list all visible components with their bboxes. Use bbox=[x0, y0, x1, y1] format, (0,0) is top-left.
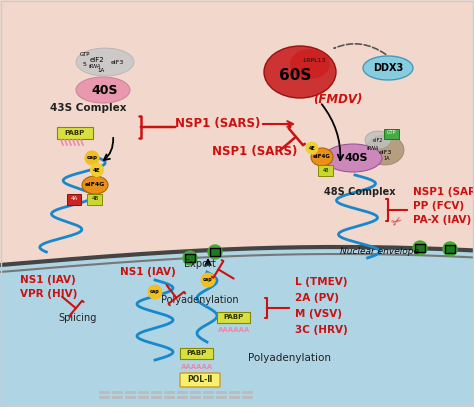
Circle shape bbox=[208, 245, 222, 259]
Text: Splicing: Splicing bbox=[59, 313, 97, 323]
Text: 4B: 4B bbox=[91, 197, 99, 201]
Ellipse shape bbox=[363, 56, 413, 80]
FancyBboxPatch shape bbox=[319, 164, 334, 175]
Text: cap: cap bbox=[86, 155, 98, 160]
Ellipse shape bbox=[311, 148, 333, 166]
FancyBboxPatch shape bbox=[445, 245, 455, 253]
FancyBboxPatch shape bbox=[67, 193, 82, 204]
Text: 5: 5 bbox=[83, 61, 87, 66]
Text: VPR (HIV): VPR (HIV) bbox=[20, 289, 77, 299]
Circle shape bbox=[148, 285, 162, 299]
Text: Nuclear envelope: Nuclear envelope bbox=[340, 247, 419, 256]
Circle shape bbox=[91, 164, 103, 177]
Text: GTP: GTP bbox=[387, 131, 397, 136]
Text: NSP1 (SARS): NSP1 (SARS) bbox=[175, 118, 261, 131]
FancyBboxPatch shape bbox=[384, 129, 400, 138]
Ellipse shape bbox=[76, 48, 134, 76]
Text: Polyadenylation: Polyadenylation bbox=[161, 295, 239, 305]
FancyBboxPatch shape bbox=[180, 373, 220, 387]
Text: AAAAAA: AAAAAA bbox=[181, 364, 213, 370]
Ellipse shape bbox=[76, 77, 130, 103]
Polygon shape bbox=[0, 247, 474, 407]
Text: 1A: 1A bbox=[384, 155, 390, 160]
FancyBboxPatch shape bbox=[210, 248, 220, 256]
Text: 40S: 40S bbox=[344, 153, 368, 163]
Circle shape bbox=[85, 151, 99, 165]
Text: POL-Ⅱ: POL-Ⅱ bbox=[187, 376, 213, 385]
Text: 4E: 4E bbox=[309, 145, 315, 151]
Text: (FMDV): (FMDV) bbox=[313, 94, 363, 107]
FancyBboxPatch shape bbox=[57, 127, 93, 139]
Text: L (TMEV): L (TMEV) bbox=[295, 277, 347, 287]
Text: M (VSV): M (VSV) bbox=[295, 309, 342, 319]
Text: eIF3: eIF3 bbox=[378, 149, 392, 155]
Text: eIF3: eIF3 bbox=[110, 59, 124, 64]
Text: NSP1 (SARS): NSP1 (SARS) bbox=[212, 145, 298, 158]
Text: 48S Complex: 48S Complex bbox=[324, 187, 396, 197]
Circle shape bbox=[306, 142, 318, 154]
Ellipse shape bbox=[366, 135, 404, 165]
Text: cap: cap bbox=[150, 289, 160, 295]
FancyBboxPatch shape bbox=[185, 254, 195, 262]
Circle shape bbox=[183, 251, 197, 265]
Text: NS1 (IAV): NS1 (IAV) bbox=[20, 275, 76, 285]
Text: GTP: GTP bbox=[80, 52, 90, 57]
Ellipse shape bbox=[290, 49, 330, 79]
Text: 43S Complex: 43S Complex bbox=[50, 103, 126, 113]
Text: Polyadenylation: Polyadenylation bbox=[248, 353, 331, 363]
Text: 60S: 60S bbox=[279, 68, 311, 83]
Text: PA-X (IAV): PA-X (IAV) bbox=[413, 215, 471, 225]
Circle shape bbox=[443, 242, 457, 256]
Text: DDX3: DDX3 bbox=[373, 63, 403, 73]
Text: PABP: PABP bbox=[187, 350, 207, 356]
Text: eIF4G: eIF4G bbox=[85, 182, 105, 188]
Text: ✂: ✂ bbox=[389, 214, 405, 230]
Text: 3C (HRV): 3C (HRV) bbox=[295, 325, 348, 335]
Text: cap: cap bbox=[203, 278, 213, 282]
Text: NS1 (IAV): NS1 (IAV) bbox=[120, 267, 176, 277]
Text: AAAAAA: AAAAAA bbox=[218, 327, 250, 333]
Text: eIF4G: eIF4G bbox=[313, 155, 331, 160]
FancyArrowPatch shape bbox=[334, 44, 386, 55]
Text: 40S: 40S bbox=[92, 83, 118, 96]
FancyBboxPatch shape bbox=[88, 193, 102, 204]
Ellipse shape bbox=[82, 176, 108, 194]
Text: eIF2: eIF2 bbox=[90, 57, 104, 63]
Text: eIF2: eIF2 bbox=[373, 138, 383, 142]
Text: 4B: 4B bbox=[323, 168, 329, 173]
Text: PABP: PABP bbox=[65, 130, 85, 136]
Circle shape bbox=[201, 273, 215, 287]
Text: Export: Export bbox=[184, 259, 216, 269]
Circle shape bbox=[413, 241, 427, 255]
FancyBboxPatch shape bbox=[218, 311, 250, 322]
Text: ↓RPL13: ↓RPL13 bbox=[302, 57, 326, 63]
Text: PABP: PABP bbox=[224, 314, 244, 320]
FancyBboxPatch shape bbox=[415, 244, 425, 252]
FancyBboxPatch shape bbox=[181, 348, 213, 359]
Text: tRNA: tRNA bbox=[89, 63, 101, 68]
Ellipse shape bbox=[365, 131, 391, 149]
Text: tRNA: tRNA bbox=[367, 145, 379, 151]
Text: 4E: 4E bbox=[93, 168, 101, 173]
Ellipse shape bbox=[324, 144, 382, 172]
Text: PP (FCV): PP (FCV) bbox=[413, 201, 464, 211]
Text: NSP1 (SARS): NSP1 (SARS) bbox=[413, 187, 474, 197]
Text: 1A: 1A bbox=[97, 68, 105, 72]
Text: 2A (PV): 2A (PV) bbox=[295, 293, 339, 303]
Text: 4A: 4A bbox=[70, 197, 78, 201]
Ellipse shape bbox=[264, 46, 336, 98]
